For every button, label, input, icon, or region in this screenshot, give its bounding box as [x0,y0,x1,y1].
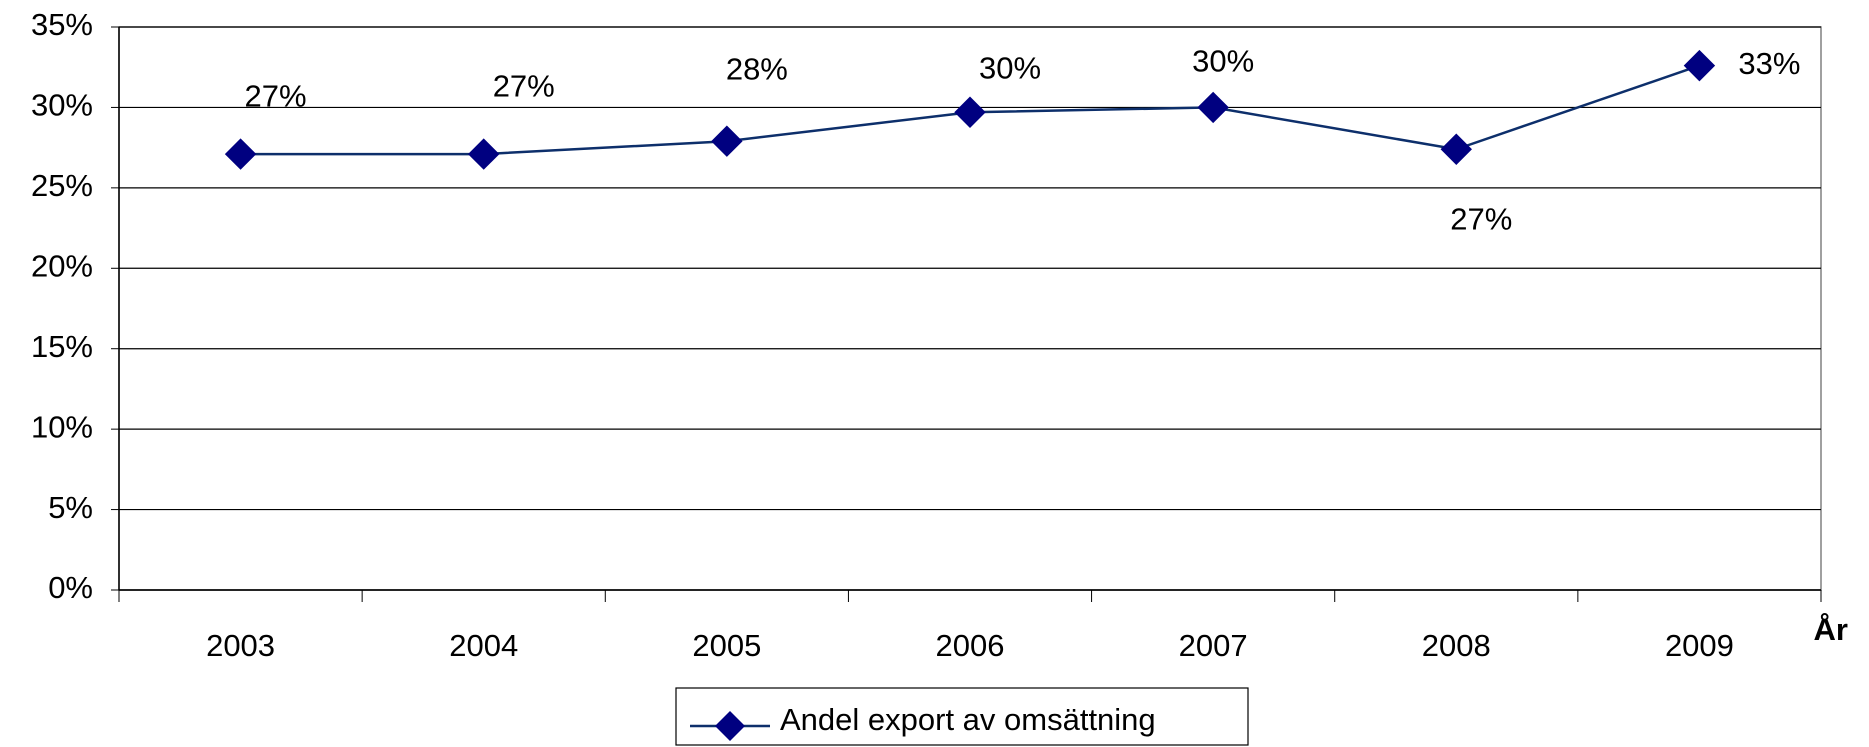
x-axis-label: År [1814,612,1848,647]
x-tick-label: 2008 [1422,628,1491,663]
y-tick-label: 20% [31,248,93,283]
y-tick-label: 15% [31,329,93,364]
x-tick-label: 2006 [936,628,1005,663]
data-label: 27% [493,68,555,103]
data-label: 33% [1738,46,1800,81]
x-tick-label: 2004 [449,628,518,663]
y-tick-label: 35% [31,7,93,42]
y-tick-label: 30% [31,88,93,123]
data-label: 27% [245,78,307,113]
data-label: 30% [1192,44,1254,79]
marker [224,138,257,170]
x-tick-label: 2005 [692,628,761,663]
legend-label: Andel export av omsättning [780,702,1156,737]
marker [711,125,743,157]
marker [1440,133,1472,165]
data-label: 30% [979,50,1041,85]
marker [468,138,500,170]
x-tick-label: 2003 [206,628,275,663]
legend-box [675,687,1249,746]
marker [954,96,986,128]
data-label: 28% [726,51,788,86]
y-tick-label: 5% [48,490,93,525]
y-tick-label: 25% [31,168,93,203]
y-tick-label: 0% [48,570,93,605]
x-tick-label: 2009 [1665,628,1734,663]
marker [1683,49,1716,82]
data-label: 27% [1450,201,1512,236]
legend-marker [715,711,745,741]
marker [1197,91,1229,124]
y-tick-label: 10% [31,409,93,444]
x-tick-label: 2007 [1179,628,1248,663]
